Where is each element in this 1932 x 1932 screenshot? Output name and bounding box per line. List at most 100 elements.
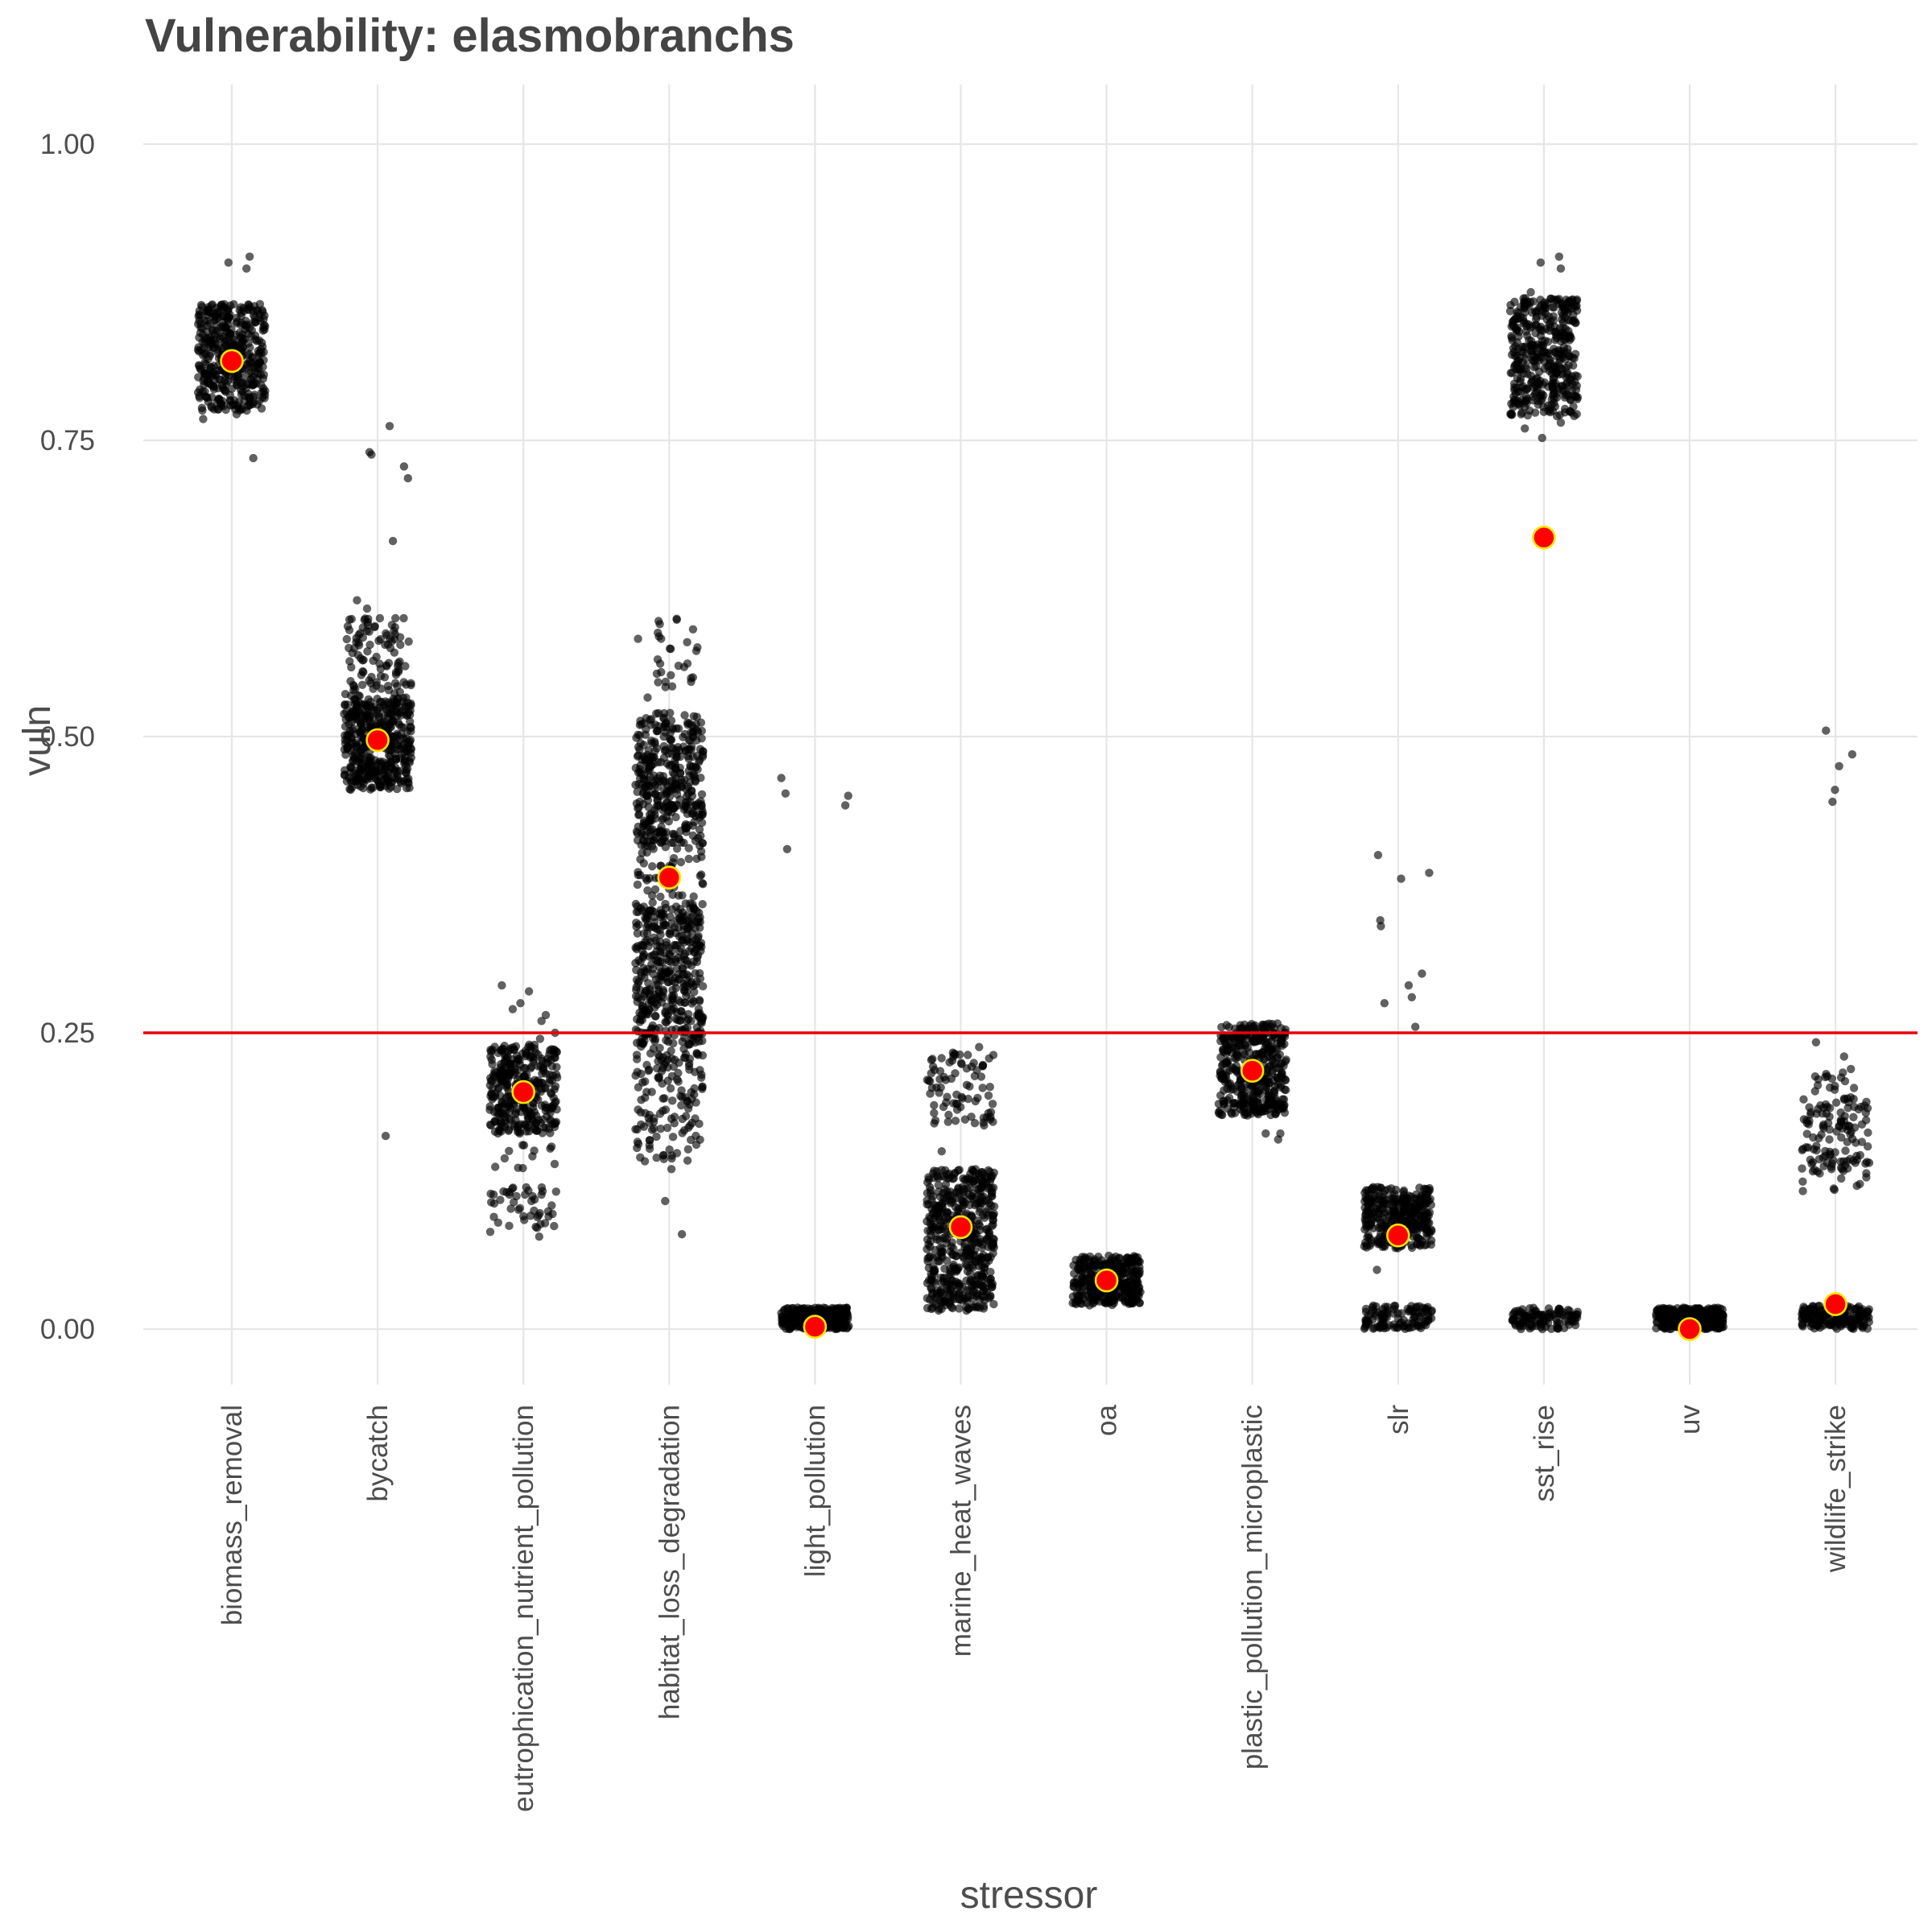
data-point xyxy=(1106,1259,1115,1268)
data-point xyxy=(216,334,225,343)
data-point xyxy=(684,844,693,852)
data-point xyxy=(1420,1211,1430,1220)
data-point xyxy=(533,1126,542,1135)
data-point xyxy=(1402,1196,1411,1206)
data-point xyxy=(935,1257,944,1266)
data-point xyxy=(691,969,700,978)
data-point xyxy=(496,1117,505,1125)
data-point xyxy=(380,765,389,774)
data-point xyxy=(1075,1266,1084,1276)
data-point xyxy=(199,415,208,423)
data-point xyxy=(671,1055,679,1064)
data-point xyxy=(1276,1129,1285,1138)
data-point xyxy=(1541,309,1550,318)
data-point xyxy=(665,1145,674,1154)
data-point xyxy=(1265,1092,1274,1101)
data-point xyxy=(647,1024,657,1033)
data-point xyxy=(204,397,213,407)
data-point xyxy=(676,1016,685,1025)
data-point xyxy=(926,1252,935,1261)
data-point xyxy=(942,1280,952,1289)
data-point xyxy=(1080,1253,1089,1261)
data-point xyxy=(985,1054,993,1063)
data-point xyxy=(259,384,268,393)
data-point xyxy=(399,613,408,623)
data-point xyxy=(353,596,361,605)
data-point xyxy=(670,832,679,841)
data-point xyxy=(667,1114,676,1123)
data-point xyxy=(341,715,350,724)
data-point xyxy=(668,890,677,899)
data-point xyxy=(696,847,706,857)
data-point xyxy=(1238,1084,1247,1094)
data-point xyxy=(1543,401,1553,410)
data-point xyxy=(360,714,369,724)
data-point xyxy=(683,789,693,799)
data-point xyxy=(679,1126,689,1135)
data-point xyxy=(1263,1038,1272,1047)
data-point xyxy=(680,729,690,739)
data-point xyxy=(659,1150,668,1160)
data-point xyxy=(399,462,409,471)
data-point xyxy=(689,892,698,901)
data-point xyxy=(683,970,691,979)
data-point xyxy=(976,1237,985,1247)
data-point xyxy=(640,1157,650,1166)
data-point xyxy=(661,1007,670,1016)
data-point xyxy=(937,1147,947,1156)
data-point xyxy=(207,301,216,310)
data-point xyxy=(656,930,665,939)
data-point xyxy=(1526,346,1536,356)
data-point xyxy=(522,1048,531,1058)
data-point xyxy=(198,324,207,332)
data-point xyxy=(634,956,643,965)
data-point xyxy=(1117,1287,1125,1296)
data-point xyxy=(365,759,375,768)
data-point xyxy=(400,757,410,766)
data-point xyxy=(1563,378,1571,387)
data-point xyxy=(1253,1095,1262,1104)
data-point xyxy=(393,729,402,738)
data-point xyxy=(844,791,852,800)
data-point xyxy=(402,693,411,702)
data-point xyxy=(984,1091,993,1100)
data-point xyxy=(643,693,652,702)
data-point xyxy=(246,374,256,383)
data-point xyxy=(943,1187,952,1196)
data-point xyxy=(497,1073,506,1082)
data-point xyxy=(357,753,365,762)
data-point xyxy=(693,933,703,943)
data-point xyxy=(393,682,402,691)
data-point xyxy=(923,1235,932,1244)
data-point xyxy=(968,1166,977,1175)
data-point xyxy=(1414,1234,1423,1243)
data-point xyxy=(690,1084,699,1093)
data-point xyxy=(1252,1088,1261,1096)
data-point xyxy=(241,325,250,334)
data-point xyxy=(347,614,356,624)
data-point xyxy=(980,1292,989,1302)
data-point xyxy=(648,825,657,834)
data-point xyxy=(250,302,259,311)
data-point xyxy=(217,312,227,320)
data-point xyxy=(1529,357,1538,365)
data-point xyxy=(380,711,389,720)
data-point xyxy=(651,833,660,842)
data-point xyxy=(948,1195,957,1204)
data-point xyxy=(645,759,654,768)
data-point xyxy=(376,634,385,644)
data-point xyxy=(666,912,675,922)
data-point xyxy=(259,356,268,365)
data-point xyxy=(245,357,254,365)
data-point xyxy=(496,1091,505,1100)
data-point xyxy=(526,1212,535,1220)
data-point xyxy=(968,1294,977,1303)
data-point xyxy=(353,774,361,782)
data-point xyxy=(1558,386,1567,395)
data-point xyxy=(688,831,697,840)
data-point xyxy=(1402,1217,1411,1226)
data-point xyxy=(1377,1313,1387,1322)
data-point xyxy=(1095,1292,1104,1301)
data-point xyxy=(658,1106,667,1116)
data-point xyxy=(496,1195,505,1204)
